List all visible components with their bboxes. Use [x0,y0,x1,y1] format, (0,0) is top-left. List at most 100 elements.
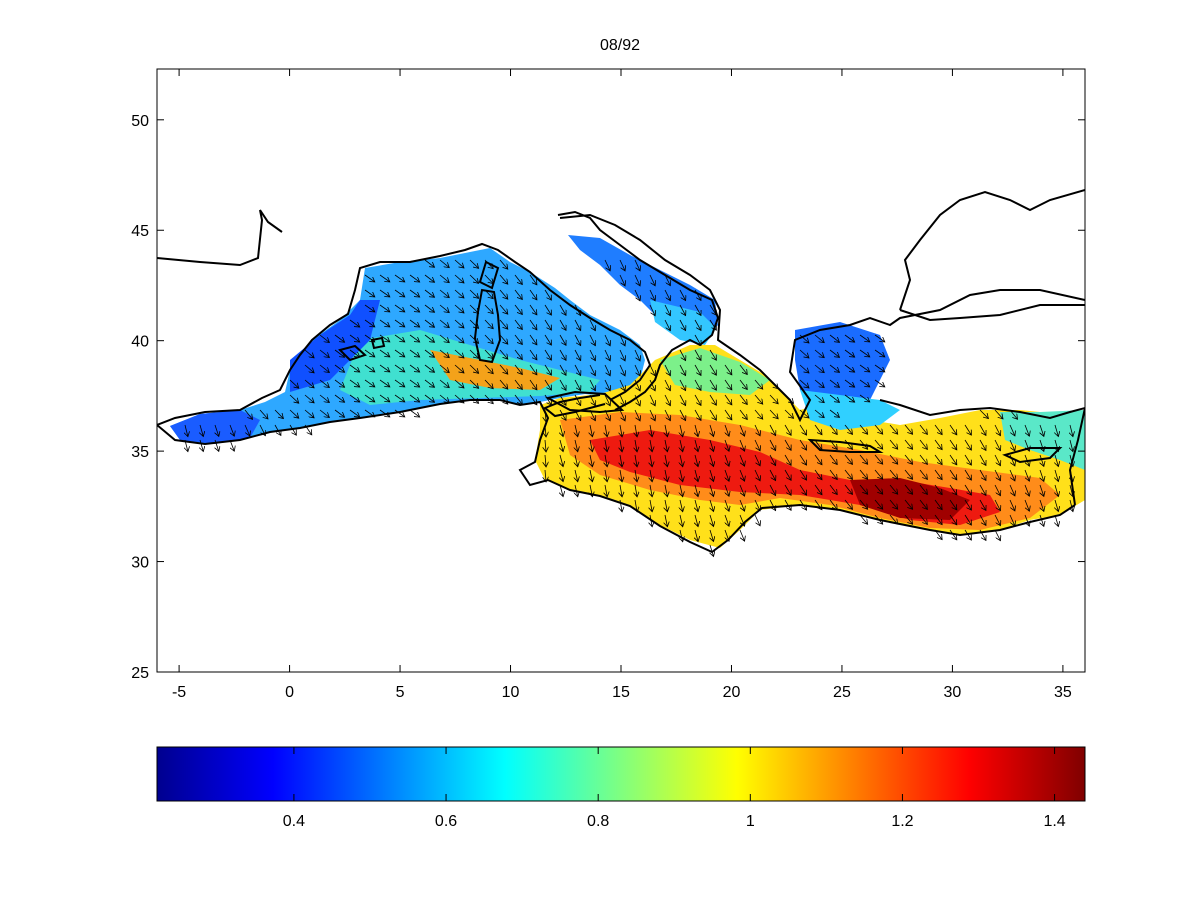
wind-arrow [769,469,776,481]
wind-arrow [469,334,479,343]
wind-arrow [454,304,464,313]
wind-arrow [874,334,885,342]
wind-arrow [484,319,493,329]
wind-arrow [710,424,714,436]
wind-arrow [484,274,493,284]
wind-arrow [650,484,652,497]
wind-arrow [185,439,188,452]
wind-arrow [1024,499,1029,511]
wind-arrow [680,484,683,497]
wind-arrow [439,274,449,283]
wind-arrow [619,394,625,406]
island-sicily [545,390,625,414]
wind-arrow [650,439,652,452]
wind-arrow [994,409,1003,419]
wind-arrow [874,499,883,509]
wind-arrow [1024,454,1029,466]
wind-arrow [739,469,745,481]
wind-arrow [544,304,551,315]
wind-arrow [634,364,640,376]
wind-arrow [859,424,868,434]
x-tick-label: 15 [612,684,630,701]
wind-arrow [1055,424,1058,437]
wind-arrow [694,349,701,360]
wind-arrow [590,454,592,467]
wind-arrow [424,304,435,312]
wind-arrow [994,424,1000,436]
wind-arrow [724,394,732,405]
wind-arrow [364,304,375,312]
wind-arrow [994,439,1000,451]
wind-arrow [409,409,420,417]
wind-arrow [349,334,360,342]
wind-arrow [439,259,449,268]
wind-arrow [605,424,607,437]
wind-arrow [874,484,883,494]
wind-arrow [664,274,670,286]
y-axis: 50 45 40 35 30 25 [131,113,1085,682]
wind-arrow [949,424,957,435]
wind-arrow [859,454,868,464]
wind-arrow [619,349,625,361]
wind-arrow [215,424,219,436]
wind-arrow [859,394,870,402]
wind-arrow [814,334,824,343]
wind-arrow [499,274,508,284]
wind-arrow [604,394,610,406]
wind-arrow [649,409,655,421]
wind-arrow [484,349,493,359]
wind-arrow [529,394,537,405]
wind-arrow [725,469,729,481]
wind-arrow [439,364,449,373]
wind-arrow [499,319,508,329]
wind-arrow [424,259,435,267]
wind-arrow [889,484,898,494]
wind-arrow [664,289,670,301]
wind-arrow [829,364,839,372]
wind-arrow [859,514,868,524]
wind-arrow [229,439,234,451]
wind-arrow [334,409,345,417]
wind-arrow [739,424,745,436]
wind-arrow [349,319,360,327]
wind-arrow [739,364,747,375]
wind-arrow [634,259,640,271]
wind-arrow [874,379,885,387]
wind-arrow [859,499,868,509]
wind-arrow [709,394,716,405]
wind-arrow [664,394,670,406]
wind-arrow [994,469,1000,481]
wind-arrow [379,409,390,417]
wind-arrow [349,349,360,357]
wind-arrow [544,319,551,330]
wind-arrow [605,454,607,467]
wind-arrow [560,484,563,497]
wind-arrow [394,289,405,297]
wind-arrow [799,499,807,510]
wind-arrow [244,424,250,436]
wind-arrow [725,499,729,511]
wind-arrow [934,469,942,480]
wind-arrow [649,394,655,406]
wind-arrow [200,424,203,437]
wind-arrow [664,379,670,391]
wind-arrow [919,469,927,479]
wind-arrow [664,319,670,331]
wind-arrow [619,379,625,391]
wind-arrow [394,379,405,387]
wind-arrow [439,394,449,403]
wind-arrow [364,409,375,417]
wind-arrow [844,424,852,434]
wind-arrow [394,409,405,417]
wind-arrow [994,454,1000,466]
wind-arrow [904,424,913,434]
wind-arrow [709,349,716,360]
wind-arrow [484,289,493,299]
wind-arrow [829,469,837,480]
wind-arrow [634,394,640,406]
wind-arrow [844,454,852,464]
wind-arrow [694,319,701,330]
wind-arrow [694,364,701,375]
wind-arrow [859,379,870,387]
colorbar-tick-label: 1.2 [891,813,913,830]
